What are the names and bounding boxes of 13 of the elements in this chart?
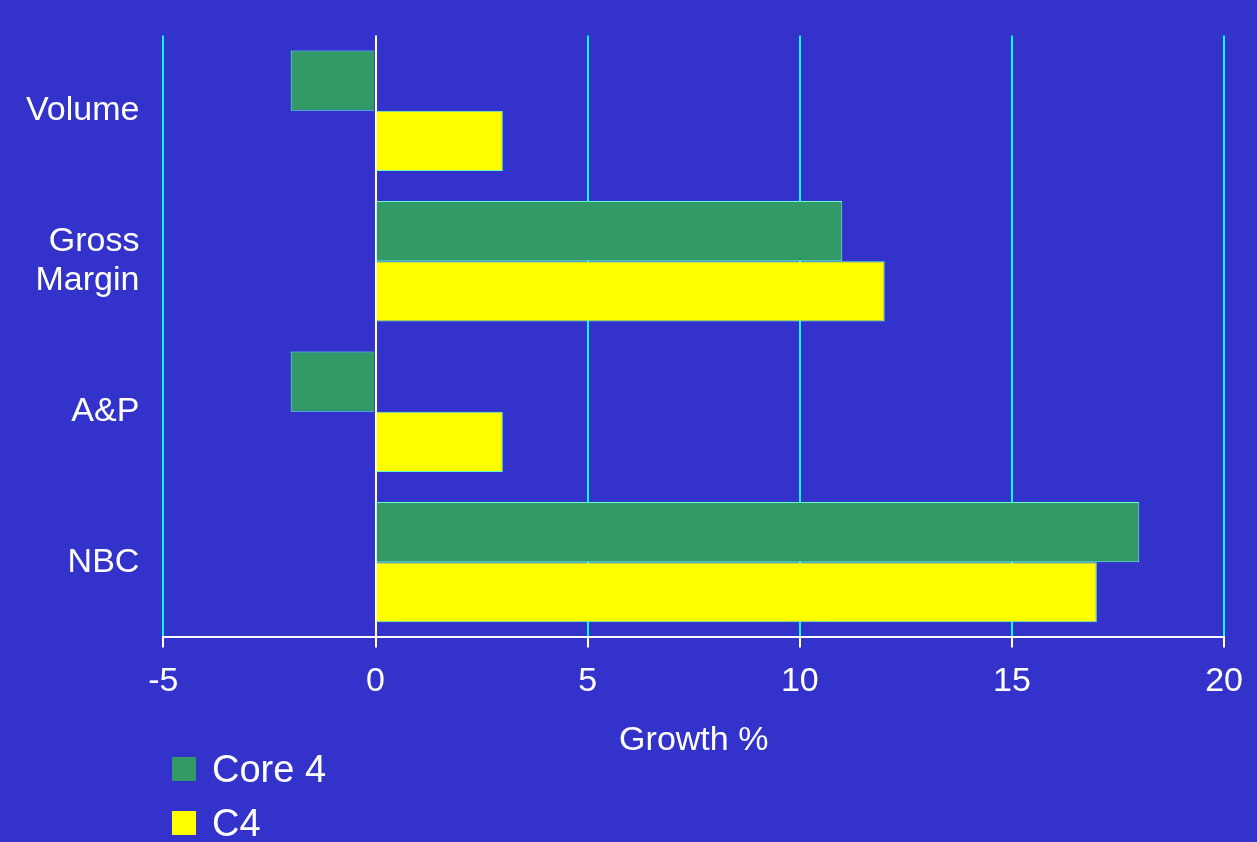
x-tick-label: 5: [578, 660, 598, 699]
legend-label: Core 4: [212, 747, 327, 792]
x-tick-label: 15: [993, 660, 1031, 699]
x-axis-title: Growth %: [619, 718, 769, 757]
x-tick-label: 10: [780, 660, 819, 699]
x-tick-label: 0: [366, 660, 385, 699]
y-tick-label: NBC: [67, 540, 140, 579]
y-tick-label: A&P: [71, 390, 140, 429]
y-tick-label: Gross Margin: [35, 220, 140, 298]
legend-label: C4: [212, 801, 261, 842]
y-tick-label: Volume: [26, 89, 140, 128]
x-tick-label: 20: [1205, 660, 1243, 699]
x-tick-label: -5: [148, 660, 179, 699]
